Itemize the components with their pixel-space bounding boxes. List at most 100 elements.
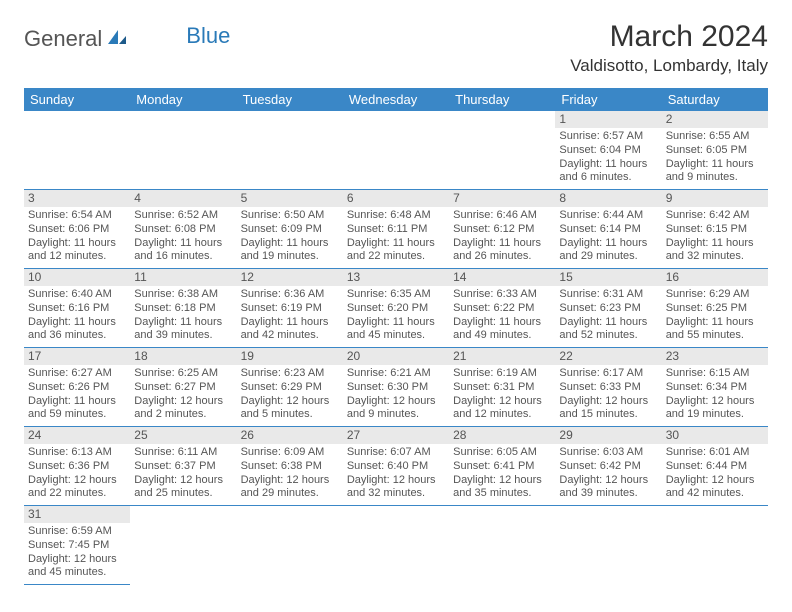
calendar-cell: 1Sunrise: 6:57 AMSunset: 6:04 PMDaylight… xyxy=(555,111,661,190)
daylight-text: Daylight: 11 hours and 36 minutes. xyxy=(28,316,126,344)
day-number: 27 xyxy=(343,427,449,444)
weekday-header-row: SundayMondayTuesdayWednesdayThursdayFrid… xyxy=(24,88,768,111)
sunset-text: Sunset: 6:30 PM xyxy=(347,381,445,395)
daylight-text: Daylight: 12 hours and 25 minutes. xyxy=(134,474,232,502)
daylight-text: Daylight: 11 hours and 55 minutes. xyxy=(666,316,764,344)
sunrise-text: Sunrise: 6:03 AM xyxy=(559,446,657,460)
day-number: 7 xyxy=(449,190,555,207)
sunrise-text: Sunrise: 6:11 AM xyxy=(134,446,232,460)
daylight-text: Daylight: 11 hours and 42 minutes. xyxy=(241,316,339,344)
weekday-header: Monday xyxy=(130,88,236,111)
sunset-text: Sunset: 7:45 PM xyxy=(28,539,126,553)
sunset-text: Sunset: 6:34 PM xyxy=(666,381,764,395)
sunrise-text: Sunrise: 6:01 AM xyxy=(666,446,764,460)
day-number: 8 xyxy=(555,190,661,207)
daylight-text: Daylight: 12 hours and 5 minutes. xyxy=(241,395,339,423)
sunrise-text: Sunrise: 6:38 AM xyxy=(134,288,232,302)
calendar-cell: 17Sunrise: 6:27 AMSunset: 6:26 PMDayligh… xyxy=(24,348,130,427)
sunrise-text: Sunrise: 6:52 AM xyxy=(134,209,232,223)
daylight-text: Daylight: 11 hours and 9 minutes. xyxy=(666,158,764,186)
weekday-header: Friday xyxy=(555,88,661,111)
day-number: 22 xyxy=(555,348,661,365)
calendar-cell: 4Sunrise: 6:52 AMSunset: 6:08 PMDaylight… xyxy=(130,190,236,269)
daylight-text: Daylight: 12 hours and 22 minutes. xyxy=(28,474,126,502)
calendar-row: 17Sunrise: 6:27 AMSunset: 6:26 PMDayligh… xyxy=(24,348,768,427)
sunset-text: Sunset: 6:16 PM xyxy=(28,302,126,316)
calendar-cell: 14Sunrise: 6:33 AMSunset: 6:22 PMDayligh… xyxy=(449,269,555,348)
calendar-cell: 10Sunrise: 6:40 AMSunset: 6:16 PMDayligh… xyxy=(24,269,130,348)
daylight-text: Daylight: 11 hours and 22 minutes. xyxy=(347,237,445,265)
sunrise-text: Sunrise: 6:29 AM xyxy=(666,288,764,302)
weekday-header: Thursday xyxy=(449,88,555,111)
calendar-cell: 6Sunrise: 6:48 AMSunset: 6:11 PMDaylight… xyxy=(343,190,449,269)
sunrise-text: Sunrise: 6:59 AM xyxy=(28,525,126,539)
calendar-cell xyxy=(449,506,555,585)
calendar-cell: 25 Sunrise: 6:11 AMSunset: 6:37 PMDayligh… xyxy=(130,427,236,506)
day-number: 12 xyxy=(237,269,343,286)
calendar-cell: 24Sunrise: 6:13 AMSunset: 6:36 PMDayligh… xyxy=(24,427,130,506)
sunrise-text: Sunrise: 6:35 AM xyxy=(347,288,445,302)
daylight-text: Daylight: 12 hours and 9 minutes. xyxy=(347,395,445,423)
sunset-text: Sunset: 6:15 PM xyxy=(666,223,764,237)
daylight-text: Daylight: 12 hours and 29 minutes. xyxy=(241,474,339,502)
sail-icon xyxy=(106,28,128,51)
day-number: 5 xyxy=(237,190,343,207)
sunset-text: Sunset: 6:38 PM xyxy=(241,460,339,474)
daylight-text: Daylight: 12 hours and 45 minutes. xyxy=(28,553,126,581)
sunrise-text: Sunrise: 6:36 AM xyxy=(241,288,339,302)
calendar-cell: 22Sunrise: 6:17 AMSunset: 6:33 PMDayligh… xyxy=(555,348,661,427)
calendar-cell: 12 Sunrise: 6:36 AMSunset: 6:19 PMDayligh… xyxy=(237,269,343,348)
daylight-text: Daylight: 11 hours and 19 minutes. xyxy=(241,237,339,265)
day-number: 9 xyxy=(662,190,768,207)
sunset-text: Sunset: 6:29 PM xyxy=(241,381,339,395)
sunrise-text: Sunrise: 6:27 AM xyxy=(28,367,126,381)
day-number: 14 xyxy=(449,269,555,286)
daylight-text: Daylight: 12 hours and 15 minutes. xyxy=(559,395,657,423)
weekday-header: Tuesday xyxy=(237,88,343,111)
sunset-text: Sunset: 6:23 PM xyxy=(559,302,657,316)
sunset-text: Sunset: 6:37 PM xyxy=(134,460,232,474)
day-number: 1 xyxy=(555,111,661,128)
sunset-text: Sunset: 6:19 PM xyxy=(241,302,339,316)
sunrise-text: Sunrise: 6:55 AM xyxy=(666,130,764,144)
calendar-cell: 7Sunrise: 6:46 AMSunset: 6:12 PMDaylight… xyxy=(449,190,555,269)
calendar-body: 1Sunrise: 6:57 AMSunset: 6:04 PMDaylight… xyxy=(24,111,768,585)
day-number: 4 xyxy=(130,190,236,207)
day-number: 2 xyxy=(662,111,768,128)
location-text: Valdisotto, Lombardy, Italy xyxy=(570,56,768,76)
title-block: March 2024 Valdisotto, Lombardy, Italy xyxy=(570,20,768,76)
day-number: 21 xyxy=(449,348,555,365)
sunrise-text: Sunrise: 6:42 AM xyxy=(666,209,764,223)
sunset-text: Sunset: 6:20 PM xyxy=(347,302,445,316)
sunset-text: Sunset: 6:04 PM xyxy=(559,144,657,158)
day-number: 17 xyxy=(24,348,130,365)
logo-text-general: General xyxy=(24,26,102,52)
weekday-header: Saturday xyxy=(662,88,768,111)
day-number: 19 xyxy=(237,348,343,365)
day-number: 26 xyxy=(237,427,343,444)
sunset-text: Sunset: 6:33 PM xyxy=(559,381,657,395)
daylight-text: Daylight: 11 hours and 12 minutes. xyxy=(28,237,126,265)
day-number: 25 xyxy=(130,427,236,444)
calendar-row: 24Sunrise: 6:13 AMSunset: 6:36 PMDayligh… xyxy=(24,427,768,506)
daylight-text: Daylight: 11 hours and 32 minutes. xyxy=(666,237,764,265)
calendar-cell xyxy=(237,506,343,585)
calendar-table: SundayMondayTuesdayWednesdayThursdayFrid… xyxy=(24,88,768,585)
sunrise-text: Sunrise: 6:48 AM xyxy=(347,209,445,223)
sunrise-text: Sunrise: 6:15 AM xyxy=(666,367,764,381)
daylight-text: Daylight: 12 hours and 39 minutes. xyxy=(559,474,657,502)
sunrise-text: Sunrise: 6:31 AM xyxy=(559,288,657,302)
day-number: 28 xyxy=(449,427,555,444)
day-number: 23 xyxy=(662,348,768,365)
daylight-text: Daylight: 11 hours and 26 minutes. xyxy=(453,237,551,265)
sunrise-text: Sunrise: 6:19 AM xyxy=(453,367,551,381)
sunset-text: Sunset: 6:36 PM xyxy=(28,460,126,474)
sunrise-text: Sunrise: 6:21 AM xyxy=(347,367,445,381)
calendar-cell: 13Sunrise: 6:35 AMSunset: 6:20 PMDayligh… xyxy=(343,269,449,348)
sunset-text: Sunset: 6:18 PM xyxy=(134,302,232,316)
calendar-row: 1Sunrise: 6:57 AMSunset: 6:04 PMDaylight… xyxy=(24,111,768,190)
daylight-text: Daylight: 12 hours and 32 minutes. xyxy=(347,474,445,502)
calendar-cell: 2Sunrise: 6:55 AMSunset: 6:05 PMDaylight… xyxy=(662,111,768,190)
daylight-text: Daylight: 11 hours and 45 minutes. xyxy=(347,316,445,344)
day-number: 29 xyxy=(555,427,661,444)
